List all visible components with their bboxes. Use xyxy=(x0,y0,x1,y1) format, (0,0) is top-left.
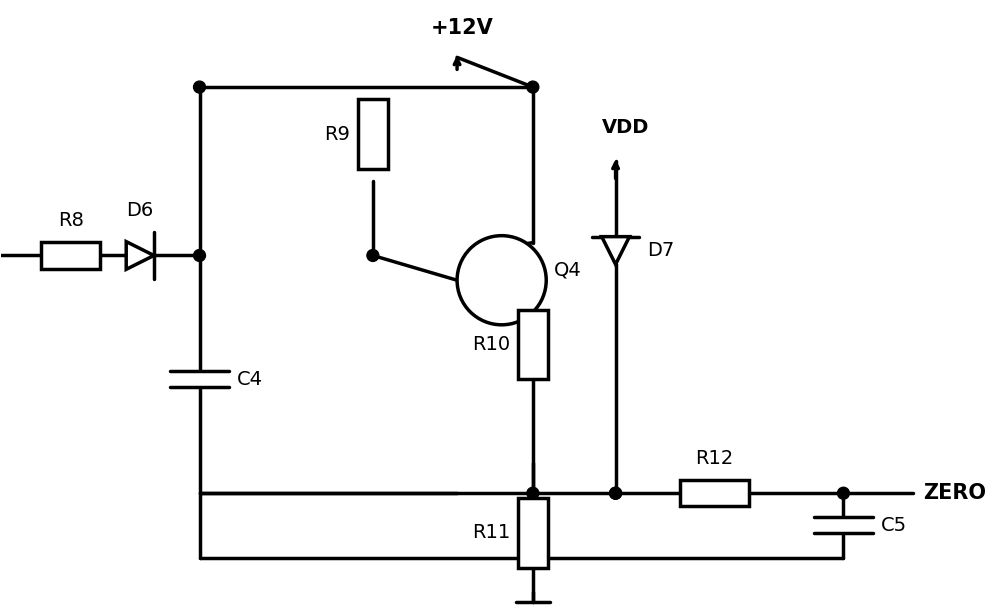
Circle shape xyxy=(194,81,205,93)
Text: C4: C4 xyxy=(237,370,263,389)
Polygon shape xyxy=(126,242,154,270)
Bar xyxy=(41,242,100,270)
Text: VDD: VDD xyxy=(602,118,649,137)
Text: ZERO: ZERO xyxy=(923,483,986,503)
Text: R12: R12 xyxy=(696,450,734,468)
Circle shape xyxy=(837,487,849,499)
Text: D6: D6 xyxy=(126,201,154,220)
Circle shape xyxy=(527,81,539,93)
Text: R8: R8 xyxy=(58,210,84,230)
Text: +12V: +12V xyxy=(431,18,493,38)
Text: D7: D7 xyxy=(647,241,675,260)
Bar xyxy=(518,498,548,567)
Text: R10: R10 xyxy=(472,335,510,354)
Text: C5: C5 xyxy=(881,516,907,535)
Text: R11: R11 xyxy=(472,523,510,542)
Bar xyxy=(518,310,548,379)
Circle shape xyxy=(610,487,622,499)
Text: R9: R9 xyxy=(324,124,350,143)
Circle shape xyxy=(194,249,205,262)
Circle shape xyxy=(457,235,546,325)
Bar xyxy=(358,99,388,169)
Text: Q4: Q4 xyxy=(554,261,582,280)
Polygon shape xyxy=(602,237,629,264)
Bar xyxy=(680,480,749,506)
Circle shape xyxy=(527,487,539,499)
Circle shape xyxy=(610,487,622,499)
Circle shape xyxy=(367,249,379,262)
